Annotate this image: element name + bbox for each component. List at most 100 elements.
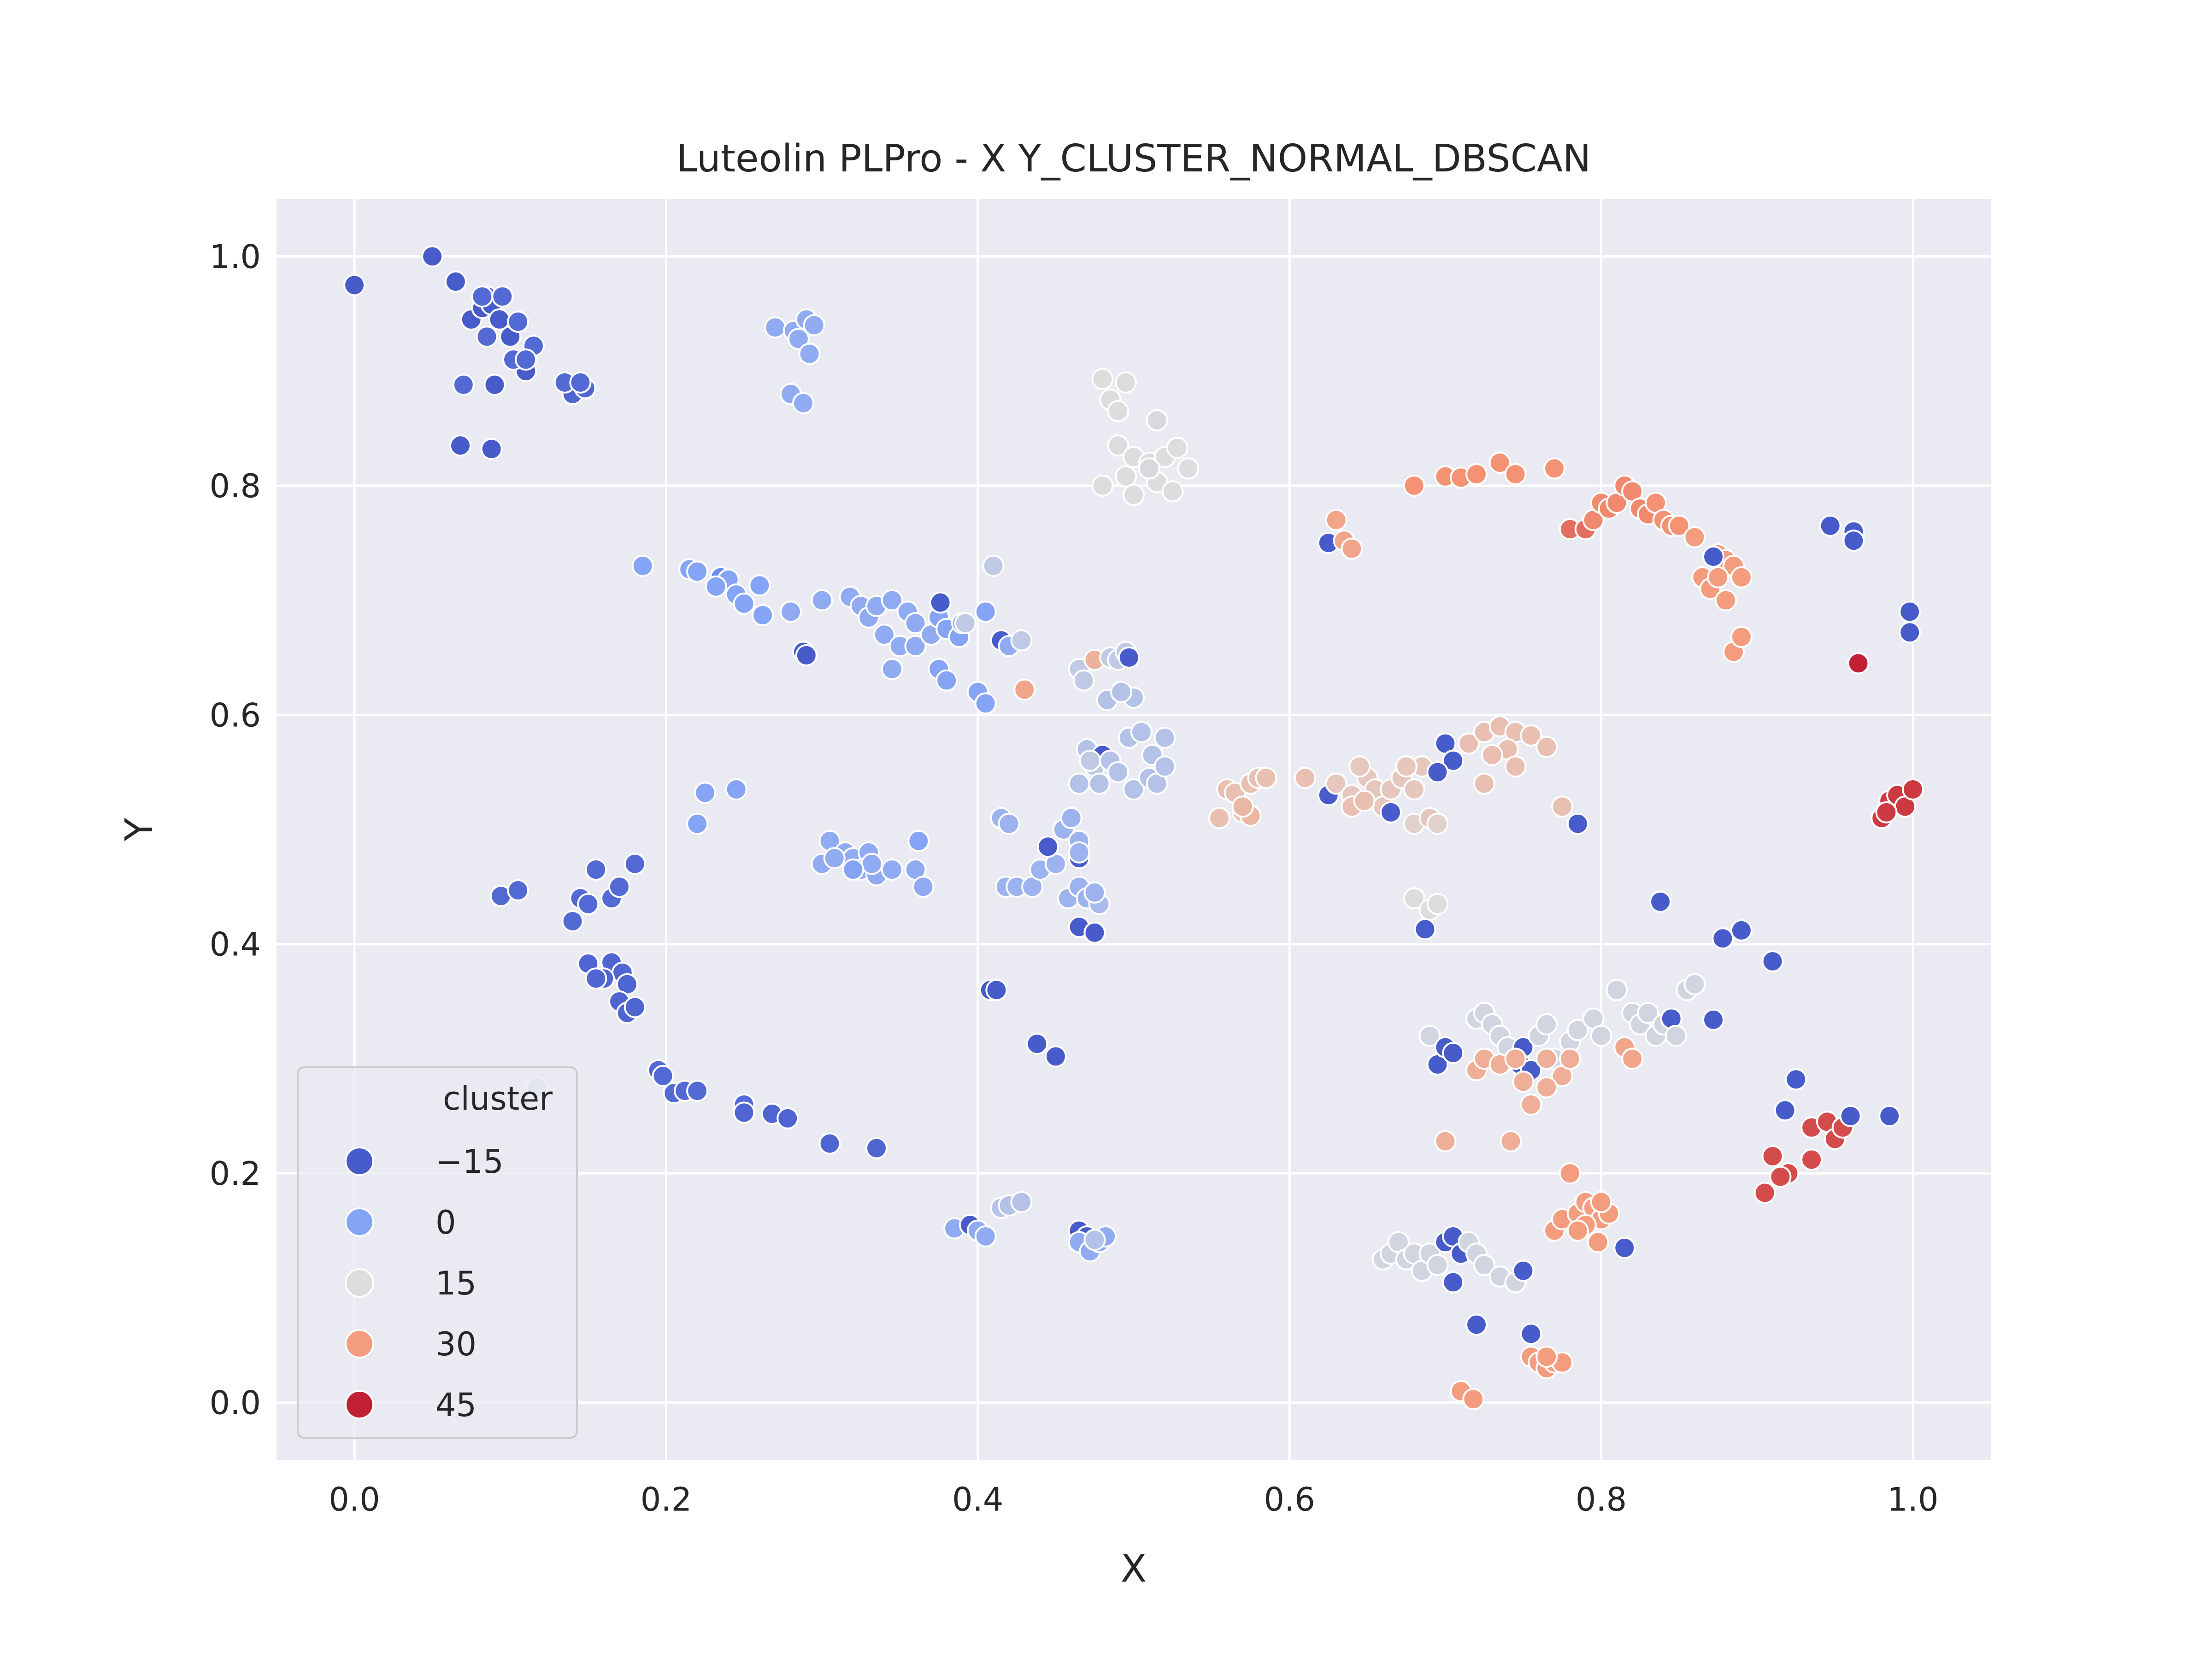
data-point [1702, 546, 1725, 568]
data-point [1083, 881, 1106, 904]
data-point [1380, 801, 1402, 824]
data-point [1107, 400, 1130, 423]
data-point [1730, 566, 1753, 588]
data-point [1013, 678, 1036, 701]
data-point [1115, 465, 1137, 488]
data-point [1481, 744, 1503, 766]
data-point [1037, 835, 1059, 858]
data-point [483, 373, 506, 396]
data-point [1590, 1024, 1612, 1047]
data-point [1566, 1219, 1589, 1242]
data-point [935, 669, 958, 692]
data-point [1847, 652, 1870, 675]
data-point [1442, 749, 1465, 772]
data-point [1068, 841, 1090, 864]
y-tick-label: 0.2 [210, 1155, 261, 1193]
data-point [912, 876, 935, 898]
x-tick-label: 0.4 [952, 1481, 1003, 1518]
x-tick-label: 0.8 [1576, 1481, 1627, 1518]
data-point [1842, 529, 1865, 552]
data-point [1403, 474, 1425, 497]
data-point [624, 996, 646, 1018]
data-point [1761, 950, 1784, 973]
data-point [1587, 1231, 1609, 1253]
data-point [1348, 755, 1371, 778]
data-point [907, 830, 930, 852]
data-point [1325, 509, 1347, 531]
legend-marker [345, 1268, 374, 1298]
y-tick-label: 0.8 [210, 467, 261, 505]
data-point [471, 285, 494, 308]
data-point [1153, 755, 1176, 778]
data-point [1473, 772, 1495, 795]
data-point [1712, 927, 1734, 950]
data-point [1707, 566, 1730, 588]
data-point [1566, 812, 1589, 835]
data-point [694, 782, 716, 804]
data-point [1462, 1388, 1485, 1411]
data-points [343, 245, 1924, 1411]
legend-title: cluster [443, 1080, 553, 1118]
data-point [1079, 749, 1101, 772]
data-point [725, 778, 747, 800]
data-point [974, 1225, 997, 1247]
data-point [1231, 795, 1254, 818]
data-point [1107, 761, 1130, 783]
data-point [904, 612, 927, 635]
data-point [1442, 1042, 1465, 1065]
data-point [1130, 721, 1153, 743]
data-point [343, 274, 366, 296]
data-point [811, 589, 833, 612]
data-point [1668, 514, 1690, 537]
data-point [1177, 457, 1200, 480]
data-point [1488, 452, 1511, 474]
y-tick-label: 1.0 [210, 238, 261, 276]
data-point [748, 574, 771, 597]
data-point [1520, 724, 1542, 747]
data-point [515, 348, 537, 371]
data-point [842, 859, 865, 881]
data-point [1088, 772, 1111, 795]
data-point [1138, 457, 1160, 480]
data-point [792, 392, 815, 414]
data-point [1504, 1047, 1527, 1070]
data-point [1418, 1024, 1441, 1047]
data-point [1091, 368, 1114, 390]
data-point [798, 342, 821, 365]
data-point [881, 658, 903, 680]
data-point [1839, 1105, 1862, 1127]
data-point [1774, 1099, 1796, 1122]
data-point [1325, 772, 1347, 795]
data-point [1123, 483, 1145, 506]
data-point [569, 371, 592, 394]
data-point [1426, 893, 1449, 915]
data-point [1535, 735, 1558, 758]
data-point [705, 575, 727, 598]
data-point [686, 812, 709, 835]
legend-marker [345, 1207, 374, 1237]
data-point [507, 311, 529, 333]
data-point [1255, 767, 1277, 789]
data-point [974, 600, 997, 623]
legend-label: −15 [435, 1143, 504, 1181]
data-point [803, 314, 825, 336]
data-point [421, 245, 444, 268]
legend-entries: −15 0 15 30 45 [345, 1143, 504, 1424]
data-point [823, 847, 846, 870]
x-tick-label: 0.2 [641, 1481, 692, 1518]
data-point [787, 328, 810, 350]
data-point [795, 644, 818, 666]
data-point [904, 635, 927, 658]
data-point [1551, 795, 1573, 818]
data-point [1473, 1254, 1495, 1277]
data-point [1115, 371, 1137, 394]
legend-marker [345, 1390, 374, 1419]
x-tick-label: 0.6 [1264, 1481, 1315, 1518]
data-point [507, 879, 529, 901]
data-point [1899, 621, 1921, 644]
data-point [881, 589, 903, 612]
data-point [1702, 1008, 1725, 1031]
data-point [1504, 755, 1527, 778]
data-point [1110, 681, 1132, 703]
